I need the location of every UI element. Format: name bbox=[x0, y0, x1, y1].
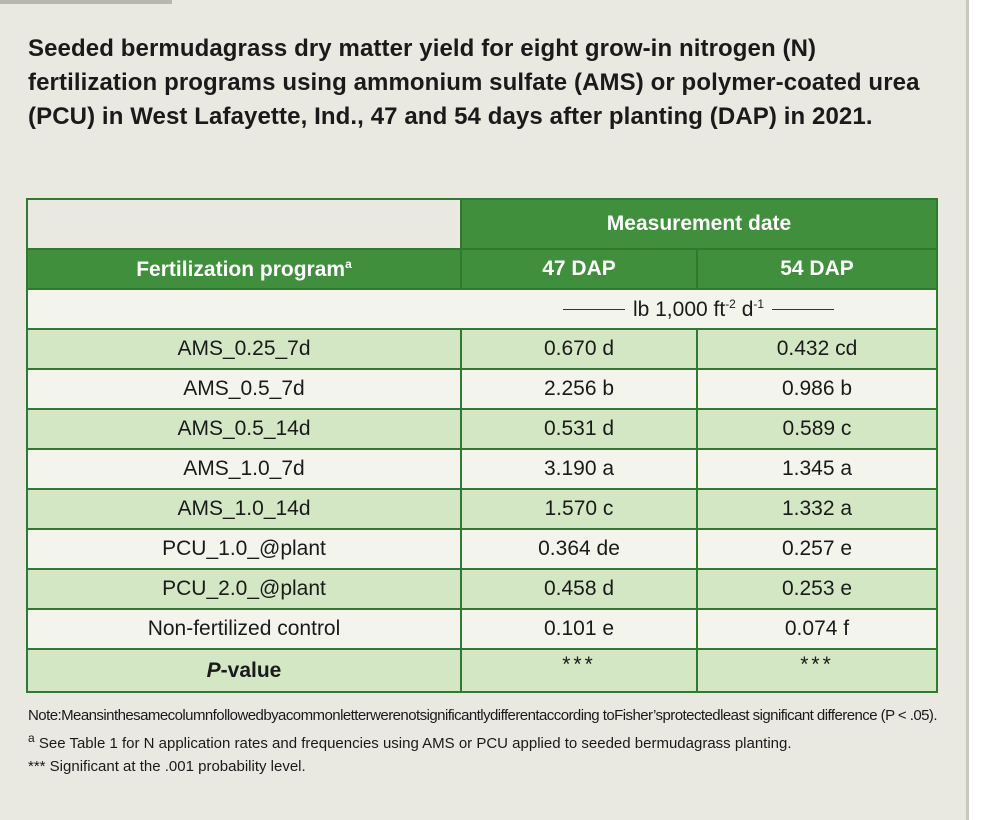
units-blank-cell bbox=[26, 288, 461, 330]
program-cell: AMS_0.25_7d bbox=[26, 328, 462, 370]
table-row: PCU_2.0_@plant 0.458 d 0.253 e bbox=[26, 568, 938, 610]
units-cell: lb 1,000 ft-2 d-1 bbox=[461, 288, 938, 330]
units-dash-left bbox=[562, 309, 625, 311]
dap54-cell: 0.986 b bbox=[696, 368, 938, 410]
dap47-cell: 0.364 de bbox=[460, 528, 698, 570]
measurement-date-header: Measurement date bbox=[460, 198, 938, 250]
units-dash-right bbox=[772, 309, 835, 311]
pvalue-row: P-value *** *** bbox=[26, 648, 938, 693]
dap47-cell: 0.458 d bbox=[460, 568, 698, 610]
fertilization-program-header: Fertilization programa bbox=[26, 248, 462, 290]
program-cell: PCU_1.0_@plant bbox=[26, 528, 462, 570]
note-footnote-a: a See Table 1 for N application rates an… bbox=[28, 731, 792, 752]
table-row: AMS_0.25_7d 0.670 d 0.432 cd bbox=[26, 328, 938, 370]
units-row: lb 1,000 ft-2 d-1 bbox=[26, 288, 938, 330]
table-row: PCU_1.0_@plant 0.364 de 0.257 e bbox=[26, 528, 938, 570]
group-header-row: Measurement date bbox=[27, 198, 938, 250]
table-row: AMS_1.0_7d 3.190 a 1.345 a bbox=[26, 448, 938, 490]
column-header-row: Fertilization programa 47 DAP 54 DAP bbox=[26, 248, 938, 290]
dap54-cell: 1.345 a bbox=[696, 448, 938, 490]
program-cell: PCU_2.0_@plant bbox=[26, 568, 462, 610]
program-cell: AMS_1.0_14d bbox=[26, 488, 462, 530]
header-blank-cell bbox=[27, 199, 461, 250]
dap54-cell: 0.589 c bbox=[696, 408, 938, 450]
dap54-cell: 0.074 f bbox=[696, 608, 938, 650]
dap47-cell: 0.670 d bbox=[460, 328, 698, 370]
pvalue-54-cell: *** bbox=[696, 648, 938, 693]
table-title: Seeded bermudagrass dry matter yield for… bbox=[28, 35, 920, 130]
program-cell: AMS_1.0_7d bbox=[26, 448, 462, 490]
dap47-cell: 0.101 e bbox=[460, 608, 698, 650]
note-stars: *** Significant at the .001 probability … bbox=[28, 758, 306, 775]
pvalue-47-cell: *** bbox=[460, 648, 698, 693]
program-cell: AMS_0.5_7d bbox=[26, 368, 462, 410]
yield-table: Measurement date Fertilization programa … bbox=[26, 198, 938, 693]
pvalue-label: P-value bbox=[26, 648, 462, 693]
panel-tab-mark bbox=[0, 0, 172, 4]
dap54-cell: 0.257 e bbox=[696, 528, 938, 570]
dap47-cell: 2.256 b bbox=[460, 368, 698, 410]
dap47-cell: 3.190 a bbox=[460, 448, 698, 490]
dap47-cell: 0.531 d bbox=[460, 408, 698, 450]
dap47-header: 47 DAP bbox=[460, 248, 698, 290]
table-row: Non-fertilized control 0.101 e 0.074 f bbox=[26, 608, 938, 650]
dap47-cell: 1.570 c bbox=[460, 488, 698, 530]
program-cell: AMS_0.5_14d bbox=[26, 408, 462, 450]
program-cell: Non-fertilized control bbox=[26, 608, 462, 650]
table-row: AMS_1.0_14d 1.570 c 1.332 a bbox=[26, 488, 938, 530]
table-row: AMS_0.5_14d 0.531 d 0.589 c bbox=[26, 408, 938, 450]
dap54-header: 54 DAP bbox=[696, 248, 938, 290]
dap54-cell: 0.432 cd bbox=[696, 328, 938, 370]
note-significance: Note:Meansinthesamecolumnfollowedbyacomm… bbox=[28, 707, 938, 724]
table-notes: Note:Meansinthesamecolumnfollowedbyacomm… bbox=[28, 705, 938, 779]
dap54-cell: 1.332 a bbox=[696, 488, 938, 530]
table-row: AMS_0.5_7d 2.256 b 0.986 b bbox=[26, 368, 938, 410]
dap54-cell: 0.253 e bbox=[696, 568, 938, 610]
